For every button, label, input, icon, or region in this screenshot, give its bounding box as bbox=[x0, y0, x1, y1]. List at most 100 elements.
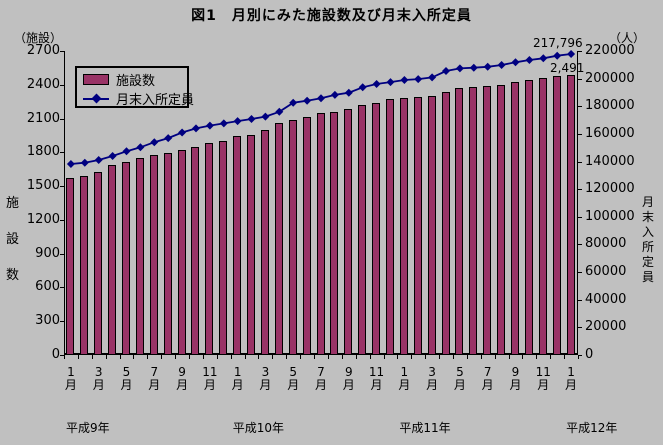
x-label-month: 11 月 bbox=[202, 365, 218, 392]
left-tick bbox=[60, 84, 64, 86]
x-label-month: 1 月 bbox=[565, 365, 578, 392]
x-tick bbox=[369, 355, 371, 359]
x-label-month: 7 月 bbox=[481, 365, 494, 392]
x-label-month: 9 月 bbox=[509, 365, 522, 392]
x-tick bbox=[105, 355, 107, 359]
right-axis-number: 180000 bbox=[585, 98, 635, 114]
left-axis-number: 300 bbox=[35, 313, 60, 329]
right-axis-number: 120000 bbox=[585, 181, 635, 197]
chart-title: 図1 月別にみた施設数及び月末入所定員 bbox=[191, 8, 472, 24]
bar-month-3 bbox=[94, 172, 103, 355]
x-tick bbox=[397, 355, 399, 359]
x-label-month: 5 月 bbox=[120, 365, 133, 392]
x-tick bbox=[77, 355, 79, 359]
bar-month-26 bbox=[413, 97, 422, 355]
right-tick bbox=[578, 133, 582, 135]
x-tick bbox=[466, 355, 468, 359]
x-tick bbox=[202, 355, 204, 359]
left-axis-number: 2400 bbox=[26, 76, 60, 92]
bar-month-2 bbox=[80, 175, 89, 355]
legend-item-capacity: 月末入所定員 bbox=[83, 89, 194, 108]
line-swatch bbox=[83, 93, 109, 104]
x-tick bbox=[314, 355, 316, 359]
x-tick bbox=[161, 355, 163, 359]
bar-month-19 bbox=[316, 113, 325, 355]
bar-month-5 bbox=[122, 161, 130, 355]
bar-month-23 bbox=[372, 102, 381, 355]
x-label-month: 9 月 bbox=[176, 365, 189, 392]
left-tick bbox=[60, 253, 64, 255]
left-axis-number: 900 bbox=[35, 245, 60, 261]
x-tick bbox=[425, 355, 427, 359]
right-axis-unit: （人） bbox=[608, 31, 645, 45]
x-label-year: 平成9年 bbox=[66, 421, 110, 435]
right-axis-number: 0 bbox=[585, 347, 594, 362]
x-tick bbox=[480, 355, 482, 359]
right-axis-number: 200000 bbox=[585, 70, 635, 86]
x-tick bbox=[383, 355, 385, 359]
right-tick bbox=[578, 106, 582, 108]
x-tick bbox=[64, 355, 65, 359]
legend: 施設数 月末入所定員 bbox=[75, 66, 194, 108]
bar-month-17 bbox=[288, 120, 297, 355]
right-tick bbox=[578, 272, 582, 274]
x-tick bbox=[564, 355, 566, 359]
left-axis-number: 1800 bbox=[26, 144, 60, 160]
bar-month-10 bbox=[191, 146, 200, 355]
right-axis-number: 140000 bbox=[585, 153, 635, 169]
bar-month-27 bbox=[427, 95, 436, 355]
right-tick bbox=[578, 189, 582, 191]
x-label-year: 平成12年 bbox=[566, 421, 618, 435]
x-label-month: 7 月 bbox=[314, 365, 327, 392]
x-tick bbox=[258, 355, 260, 359]
x-tick bbox=[286, 355, 288, 359]
right-axis-title: 月 末 入 所 定 員 bbox=[642, 195, 655, 284]
bar-month-6 bbox=[135, 158, 144, 355]
left-tick bbox=[60, 321, 64, 323]
bar-month-7 bbox=[149, 155, 158, 355]
x-label-month: 3 月 bbox=[426, 365, 439, 392]
bar-month-37 bbox=[566, 74, 575, 355]
x-label-month: 1 月 bbox=[231, 365, 244, 392]
bar-month-32 bbox=[497, 85, 506, 355]
annotation-capacity-last: 217,796 bbox=[533, 36, 583, 50]
bar-month-24 bbox=[385, 99, 394, 355]
x-tick bbox=[147, 355, 149, 359]
bar-month-28 bbox=[441, 91, 450, 355]
left-tick bbox=[60, 219, 64, 221]
diamond-marker-icon bbox=[91, 93, 102, 104]
x-label-month: 5 月 bbox=[453, 365, 466, 392]
bar-month-14 bbox=[247, 135, 256, 355]
bar-month-12 bbox=[219, 140, 228, 355]
left-axis-line bbox=[64, 51, 65, 355]
left-axis-number: 2700 bbox=[26, 43, 60, 58]
legend-item-facilities: 施設数 bbox=[83, 70, 181, 89]
right-tick bbox=[578, 327, 582, 329]
bar-month-34 bbox=[524, 80, 533, 355]
x-label-year: 平成11年 bbox=[399, 421, 451, 435]
legend-label-capacity: 月末入所定員 bbox=[116, 93, 195, 108]
bar-month-11 bbox=[205, 143, 214, 355]
bar-month-25 bbox=[399, 97, 408, 355]
x-label-year: 平成10年 bbox=[232, 421, 284, 435]
left-axis-unit: （施設） bbox=[14, 31, 63, 45]
x-label-month: 7 月 bbox=[148, 365, 161, 392]
right-axis-line bbox=[577, 51, 578, 355]
left-axis-number: 0 bbox=[51, 347, 60, 362]
x-tick bbox=[175, 355, 177, 359]
left-axis-title: 施 設 数 bbox=[6, 196, 20, 283]
right-axis-number: 100000 bbox=[585, 208, 635, 224]
right-tick bbox=[578, 78, 582, 80]
left-tick bbox=[60, 51, 64, 52]
x-tick bbox=[272, 355, 274, 359]
legend-label-facilities: 施設数 bbox=[116, 74, 156, 89]
left-tick bbox=[60, 152, 64, 154]
bar-month-31 bbox=[483, 86, 492, 355]
bar-month-9 bbox=[177, 149, 186, 355]
bar-month-30 bbox=[469, 87, 478, 355]
bar-swatch bbox=[83, 74, 109, 85]
bar-month-4 bbox=[108, 165, 117, 355]
x-tick bbox=[536, 355, 538, 359]
